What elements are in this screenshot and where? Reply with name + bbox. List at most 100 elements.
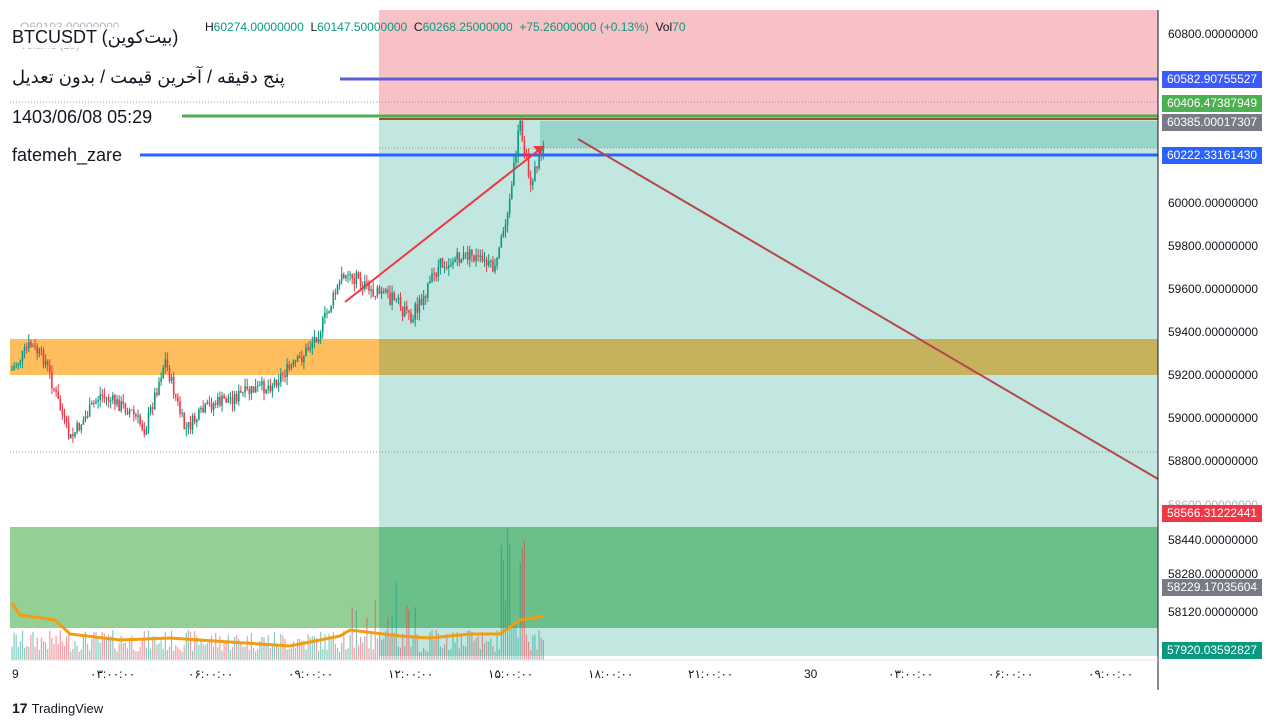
candle-body <box>36 346 38 354</box>
volume-bar <box>507 527 509 660</box>
volume-bar <box>288 648 290 660</box>
candle-body <box>126 412 129 415</box>
volume-bar <box>433 640 435 660</box>
vol-prefix: Vol <box>655 20 673 34</box>
candle-body <box>156 392 158 395</box>
downtrend-line[interactable] <box>577 138 1159 480</box>
candle-body <box>355 272 358 284</box>
candle-body <box>238 390 240 402</box>
candle-body <box>494 265 496 272</box>
volume-bar <box>131 635 133 660</box>
candle-body <box>395 299 398 301</box>
candle-body <box>76 423 78 433</box>
volume-bar <box>309 637 311 660</box>
volume-bar <box>412 635 414 660</box>
volume-bar <box>13 632 15 660</box>
price-label-60406[interactable]: 60406.47387949 <box>1162 95 1262 112</box>
volume-bar <box>408 609 410 660</box>
candle-body <box>21 350 24 361</box>
volume-bar <box>330 638 332 660</box>
candle-body <box>91 402 93 405</box>
close-value: 60268.25000000 <box>422 20 513 34</box>
volume-bar <box>462 645 465 660</box>
volume-bar <box>448 649 450 660</box>
candle-body <box>466 252 469 261</box>
candle-body <box>28 342 30 349</box>
volume-bar <box>397 646 399 660</box>
candle-body <box>309 347 311 350</box>
candle-body <box>529 176 532 185</box>
volume-bar <box>378 635 381 660</box>
volume-bar <box>213 646 215 660</box>
volume-bar <box>418 651 420 660</box>
candle-body <box>160 378 162 382</box>
candle-body <box>471 249 473 256</box>
candle-body <box>244 386 246 393</box>
arrow-line[interactable] <box>344 145 545 303</box>
candle-body <box>290 365 293 369</box>
volume-bar <box>126 648 129 660</box>
volume-bar <box>435 630 437 660</box>
volume-bar <box>292 641 294 660</box>
candle-body <box>13 366 15 370</box>
candle-body <box>42 350 45 365</box>
volume-bar <box>91 638 93 660</box>
candle-body <box>88 404 91 417</box>
candle-body <box>389 292 391 305</box>
price-label-57920[interactable]: 57920.03592827 <box>1162 642 1262 659</box>
price-label-60222[interactable]: 60222.33161430 <box>1162 147 1262 164</box>
volume-bar <box>97 637 99 660</box>
volume-bar <box>290 648 292 660</box>
volume-bar <box>423 647 425 660</box>
candle-body <box>78 423 80 431</box>
time-tick: ۰۳:۰۰:۰۰ <box>90 667 136 681</box>
volume-bar <box>444 644 446 660</box>
volume-bar <box>108 634 110 660</box>
candle-body <box>198 409 200 420</box>
candle-body <box>452 261 454 265</box>
volume-zone-overlap <box>379 527 1158 628</box>
candle-body <box>114 395 116 405</box>
price-label-60582[interactable]: 60582.90755527 <box>1162 71 1262 88</box>
candle-body <box>269 385 272 392</box>
candle-body <box>151 407 154 409</box>
volume-bar <box>467 630 469 660</box>
price-label-58566[interactable]: 58566.31222441 <box>1162 505 1262 522</box>
time-tick: 30 <box>804 667 818 681</box>
candle-body <box>418 299 421 313</box>
candle-body <box>46 361 49 366</box>
price-label-60385[interactable]: 60385.00017307 <box>1162 114 1262 131</box>
candle-body <box>443 267 446 269</box>
candle-body <box>454 259 456 262</box>
candle-body <box>366 281 368 283</box>
candle-body <box>311 342 314 348</box>
candle-body <box>303 356 305 363</box>
price-label-58229[interactable]: 58229.17035604 <box>1162 579 1262 596</box>
candle-body <box>517 130 519 156</box>
candle-body <box>334 292 337 294</box>
volume-bar <box>500 545 502 660</box>
volume-bar <box>168 646 171 660</box>
volume-bar <box>72 648 74 660</box>
candle-body <box>450 264 452 266</box>
candle-body <box>542 148 545 156</box>
volume-bar <box>523 541 525 660</box>
candle-body <box>240 390 242 393</box>
volume-bar <box>139 646 141 660</box>
volume-bar <box>61 641 63 660</box>
volume-bar <box>240 642 242 660</box>
time-tick: ۲۱:۰۰:۰۰ <box>688 667 734 681</box>
candle-body <box>40 349 43 351</box>
tradingview-logo[interactable]: 17 TradingView <box>12 700 103 716</box>
time-tick: ۰۶:۰۰:۰۰ <box>988 667 1034 681</box>
volume-bar <box>483 643 486 660</box>
volume-bar <box>381 640 383 660</box>
candle-body <box>525 155 528 157</box>
volume-bar <box>135 651 137 660</box>
volume-bar <box>532 635 534 660</box>
candle-body <box>475 255 477 261</box>
stop-loss-zone[interactable] <box>379 10 1158 118</box>
candle-body <box>191 415 194 430</box>
candle-body <box>202 407 204 413</box>
